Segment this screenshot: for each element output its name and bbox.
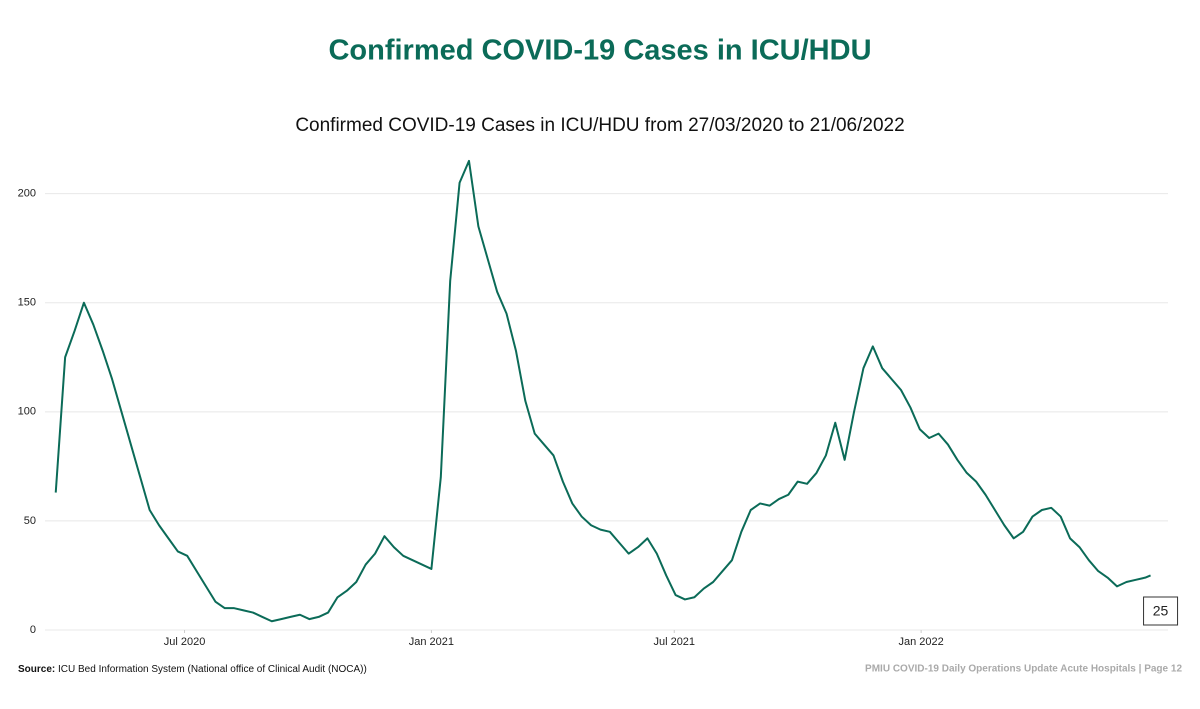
source-text: ICU Bed Information System (National off… — [58, 664, 367, 675]
footer-source: Source: ICU Bed Information System (Nati… — [18, 664, 367, 675]
x-tick-label: Jul 2020 — [164, 636, 206, 648]
y-tick-label: 150 — [18, 297, 36, 309]
x-tick-label: Jan 2022 — [898, 636, 943, 648]
x-tick-label: Jan 2021 — [409, 636, 454, 648]
x-tick-label: Jul 2021 — [653, 636, 695, 648]
y-tick-label: 50 — [24, 515, 36, 527]
y-tick-label: 100 — [18, 406, 36, 418]
plot: 0 50 100 150 200 Jul 2020 Jan 2021 Jul 2021 Jan … — [18, 159, 1179, 648]
footer-page: PMIU COVID-19 Daily Operations Update Ac… — [865, 664, 1182, 675]
y-tick-label: 200 — [18, 188, 36, 200]
last-value-box — [1143, 596, 1179, 626]
y-tick-label: 0 — [30, 624, 36, 636]
source-label: Source: — [18, 664, 55, 675]
chart-title: Confirmed COVID-19 Cases in ICU/HDU from… — [295, 115, 904, 136]
series-line — [54, 159, 1151, 623]
page-title: Confirmed COVID-19 Cases in ICU/HDU — [328, 35, 871, 67]
last-value-label: 25 — [1153, 603, 1169, 619]
